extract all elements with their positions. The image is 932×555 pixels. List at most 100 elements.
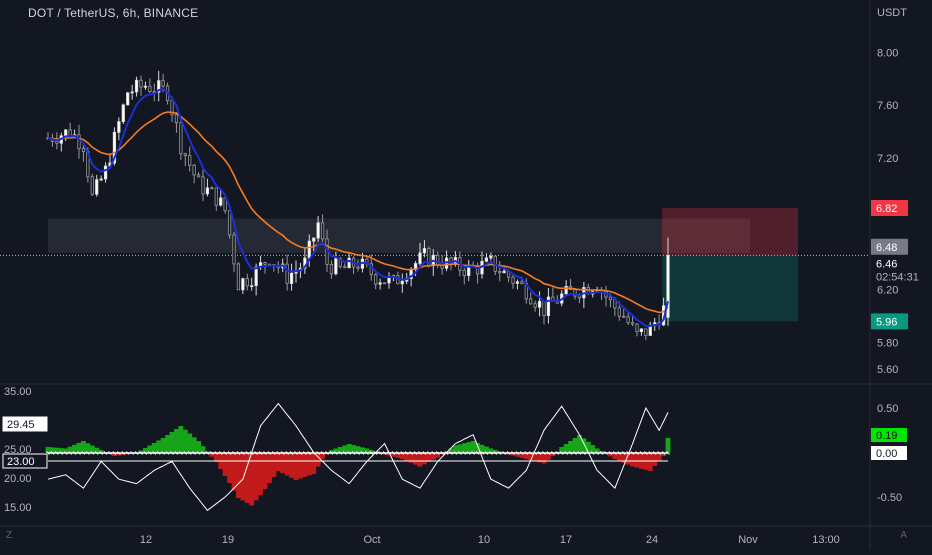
zero-cross-mark <box>599 451 604 455</box>
oscillator-bar <box>262 453 268 489</box>
oscillator-bar <box>54 447 60 453</box>
zero-cross-mark <box>617 451 622 455</box>
zero-cross-mark <box>378 451 382 455</box>
candle-body <box>236 263 241 291</box>
oscillator-bar <box>315 453 321 467</box>
oscillator-left-tick: 20.00 <box>4 473 32 485</box>
oscillator-bar <box>58 448 64 453</box>
oscillator-bar <box>532 453 538 462</box>
price-label-box <box>871 238 908 255</box>
candle-body <box>320 222 325 240</box>
candle-body <box>99 178 103 181</box>
price-label-text: 6.46 <box>876 258 897 270</box>
candle-body <box>418 252 422 264</box>
candle-body <box>334 258 338 275</box>
oscillator-bar <box>275 453 281 471</box>
oscillator-bar <box>417 453 423 467</box>
oscillator-bar <box>298 453 303 479</box>
zero-cross-mark <box>613 451 617 455</box>
zero-cross-mark <box>582 451 586 455</box>
zero-cross-mark <box>382 451 387 455</box>
zero-cross-mark <box>595 451 599 455</box>
oscillator-bar <box>634 453 640 468</box>
oscillator-bar <box>563 444 569 453</box>
zero-cross-mark <box>134 451 139 455</box>
oscillator-bar <box>355 446 361 453</box>
candle-body <box>484 257 489 262</box>
zero-cross-mark <box>338 451 343 455</box>
zero-cross-mark <box>511 451 515 455</box>
zero-cross-mark <box>356 451 360 455</box>
zero-cross-mark <box>214 451 219 455</box>
oscillator-bar <box>559 447 565 453</box>
zero-cross-mark <box>241 451 245 455</box>
zero-cross-mark <box>449 451 453 455</box>
candle-body <box>143 85 148 88</box>
zero-cross-mark <box>258 451 263 455</box>
oscillator-bar <box>661 453 666 456</box>
zero-cross-mark <box>630 451 635 455</box>
oscillator-bar <box>72 444 77 453</box>
zero-cross-mark <box>223 451 227 455</box>
oscillator-bar <box>320 453 325 459</box>
candle-body <box>81 148 86 153</box>
oscillator-line <box>47 402 669 512</box>
time-tick-label: 24 <box>646 534 658 546</box>
zero-cross-mark <box>232 451 236 455</box>
candle-body <box>196 174 201 178</box>
auto-scale-icon[interactable]: A <box>900 530 907 541</box>
oscillator-bar <box>594 448 600 453</box>
zero-cross-mark <box>435 451 440 455</box>
oscillator-bar <box>342 445 348 453</box>
candle-body <box>95 179 99 195</box>
candle-body <box>232 234 236 265</box>
time-tick-label: 19 <box>222 534 234 546</box>
settings-corner-icon[interactable]: Z <box>6 530 13 541</box>
zero-cross-mark <box>130 451 134 455</box>
candle-body <box>192 164 196 176</box>
zero-cross-mark <box>263 451 267 455</box>
candle-body <box>134 79 139 93</box>
zero-cross-mark <box>72 451 77 455</box>
oscillator-bar <box>200 446 206 453</box>
zero-cross-mark <box>90 451 95 455</box>
zero-cross-mark <box>404 451 409 455</box>
zero-cross-mark <box>369 451 374 455</box>
zero-cross-mark <box>125 451 130 455</box>
ema-slow-line <box>47 111 669 314</box>
zero-cross-mark <box>156 451 161 455</box>
zero-cross-mark <box>666 451 670 455</box>
zero-cross-mark <box>272 451 276 455</box>
oscillator-bar <box>98 450 104 453</box>
candle-body <box>546 296 551 317</box>
price-label-box <box>871 313 908 330</box>
candle-body <box>103 165 108 180</box>
candle-body <box>622 315 626 318</box>
oscillator-bar <box>523 453 529 459</box>
oscillator-bar <box>67 446 73 453</box>
candle-body <box>250 285 254 287</box>
zero-cross-mark <box>608 451 613 455</box>
zero-cross-mark <box>626 451 630 455</box>
zero-cross-mark <box>55 451 59 455</box>
oscillator-bar <box>169 432 175 453</box>
time-tick-label: Oct <box>363 534 380 546</box>
oscillator-bar <box>174 429 179 453</box>
zero-cross-mark <box>365 451 369 455</box>
oscillator-left-label-box <box>2 416 48 432</box>
zero-cross-mark <box>475 451 480 455</box>
oscillator-right-tick: 0.50 <box>877 403 898 415</box>
oscillator-bar <box>351 445 356 453</box>
candle-body <box>214 187 218 206</box>
zero-cross-mark <box>577 451 582 455</box>
zero-cross-mark <box>46 451 50 455</box>
zero-cross-mark <box>276 451 281 455</box>
oscillator-left-label: 23.00 <box>7 456 35 468</box>
zero-cross-mark <box>187 451 192 455</box>
zero-cross-mark <box>77 451 81 455</box>
candle-body <box>157 80 161 93</box>
oscillator-bar <box>408 453 414 463</box>
oscillator-bar <box>546 453 551 460</box>
